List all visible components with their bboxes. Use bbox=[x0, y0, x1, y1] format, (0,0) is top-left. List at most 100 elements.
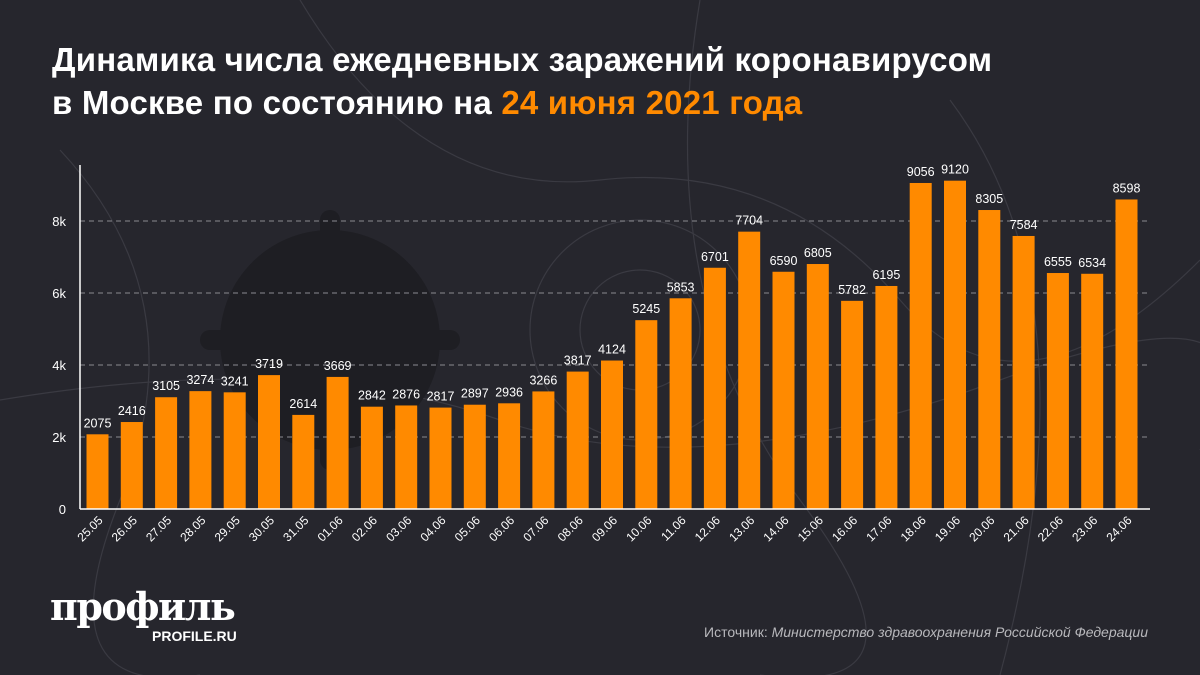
logo-site: PROFILE.RU bbox=[152, 628, 237, 644]
x-tick-label: 02.06 bbox=[349, 513, 380, 544]
x-tick-label: 08.06 bbox=[555, 513, 586, 544]
x-tick-label: 28.05 bbox=[177, 513, 208, 544]
x-tick-label: 23.06 bbox=[1069, 513, 1100, 544]
x-tick-label: 05.06 bbox=[452, 513, 483, 544]
bar bbox=[978, 210, 1001, 509]
x-tick-label: 13.06 bbox=[726, 513, 757, 544]
y-tick-label: 2k bbox=[52, 430, 66, 445]
bar bbox=[463, 404, 486, 509]
bar bbox=[498, 403, 521, 509]
data-label: 6195 bbox=[872, 268, 900, 282]
bar bbox=[120, 422, 143, 509]
y-tick-label: 0 bbox=[59, 502, 66, 517]
x-tick-label: 24.06 bbox=[1103, 513, 1134, 544]
x-tick-label: 27.05 bbox=[143, 513, 174, 544]
x-tick-label: 22.06 bbox=[1035, 513, 1066, 544]
data-label: 5245 bbox=[632, 302, 660, 316]
x-tick-label: 26.05 bbox=[109, 513, 140, 544]
page-title: Динамика числа ежедневных заражений коро… bbox=[52, 41, 993, 121]
data-label: 7704 bbox=[735, 214, 763, 228]
data-label: 2075 bbox=[84, 416, 112, 430]
data-label: 6590 bbox=[770, 254, 798, 268]
bar bbox=[1012, 235, 1035, 509]
bar bbox=[875, 285, 898, 509]
data-label: 9056 bbox=[907, 165, 935, 179]
data-label: 2614 bbox=[289, 397, 317, 411]
data-label: 2876 bbox=[392, 387, 420, 401]
bar bbox=[601, 360, 623, 509]
bar bbox=[772, 271, 795, 509]
data-label: 7584 bbox=[1010, 218, 1038, 232]
data-label: 2842 bbox=[358, 389, 386, 403]
bar bbox=[189, 391, 212, 509]
data-label: 3274 bbox=[186, 373, 214, 387]
bar bbox=[258, 375, 280, 509]
bar bbox=[669, 298, 692, 509]
bar bbox=[841, 300, 864, 509]
data-label: 5853 bbox=[667, 280, 695, 294]
bar bbox=[395, 405, 418, 509]
bar bbox=[86, 434, 109, 509]
data-label: 8598 bbox=[1113, 181, 1141, 195]
data-label: 2936 bbox=[495, 385, 523, 399]
data-label: 9120 bbox=[941, 163, 969, 177]
y-tick-label: 6k bbox=[52, 286, 66, 301]
y-tick-label: 8k bbox=[52, 214, 66, 229]
x-tick-label: 09.06 bbox=[589, 513, 620, 544]
bar bbox=[326, 376, 349, 509]
bar bbox=[909, 182, 932, 509]
x-tick-label: 16.06 bbox=[829, 513, 860, 544]
bar bbox=[292, 414, 315, 509]
logo: профиль bbox=[50, 584, 236, 629]
x-tick-label: 06.06 bbox=[486, 513, 517, 544]
data-label: 2817 bbox=[427, 390, 455, 404]
bar bbox=[738, 231, 761, 509]
data-label: 3669 bbox=[324, 359, 352, 373]
x-tick-label: 21.06 bbox=[1001, 513, 1032, 544]
x-tick-label: 04.06 bbox=[417, 513, 448, 544]
x-tick-label: 01.06 bbox=[315, 513, 346, 544]
bar bbox=[223, 392, 246, 509]
bar bbox=[703, 267, 726, 509]
data-label: 3105 bbox=[152, 379, 180, 393]
x-tick-label: 03.06 bbox=[383, 513, 414, 544]
data-label: 6701 bbox=[701, 250, 729, 264]
y-tick-label: 4k bbox=[52, 358, 66, 373]
x-tick-label: 10.06 bbox=[623, 513, 654, 544]
bar bbox=[566, 371, 589, 509]
data-label: 6805 bbox=[804, 246, 832, 260]
x-tick-label: 12.06 bbox=[692, 513, 723, 544]
data-label: 6534 bbox=[1078, 256, 1106, 270]
bar bbox=[635, 320, 658, 509]
data-label: 3241 bbox=[221, 374, 249, 388]
x-tick-label: 18.06 bbox=[898, 513, 929, 544]
x-tick-label: 17.06 bbox=[863, 513, 894, 544]
title-date-highlight: 24 июня 2021 года bbox=[501, 84, 803, 121]
x-tick-label: 31.05 bbox=[280, 513, 311, 544]
bar bbox=[1081, 273, 1104, 509]
source-note: Источник: Министерство здравоохранения Р… bbox=[704, 624, 1148, 640]
bar bbox=[1115, 199, 1138, 510]
x-tick-label: 14.06 bbox=[760, 513, 791, 544]
data-label: 2416 bbox=[118, 404, 146, 418]
data-label: 6555 bbox=[1044, 255, 1072, 269]
data-label: 2897 bbox=[461, 387, 489, 401]
x-tick-label: 19.06 bbox=[932, 513, 963, 544]
data-label: 8305 bbox=[975, 192, 1003, 206]
data-label: 5782 bbox=[838, 283, 866, 297]
bar bbox=[806, 264, 829, 509]
data-label: 4124 bbox=[598, 343, 626, 357]
data-label: 3817 bbox=[564, 354, 592, 368]
bar bbox=[155, 397, 178, 509]
x-tick-label: 11.06 bbox=[658, 513, 689, 544]
x-tick-label: 07.06 bbox=[520, 513, 551, 544]
x-tick-label: 25.05 bbox=[74, 513, 105, 544]
x-tick-label: 15.06 bbox=[795, 513, 826, 544]
x-tick-label: 30.05 bbox=[246, 513, 277, 544]
x-tick-label: 20.06 bbox=[966, 513, 997, 544]
bar bbox=[944, 180, 966, 509]
bar bbox=[360, 406, 383, 509]
bar bbox=[532, 391, 555, 509]
x-tick-label: 29.05 bbox=[212, 513, 243, 544]
